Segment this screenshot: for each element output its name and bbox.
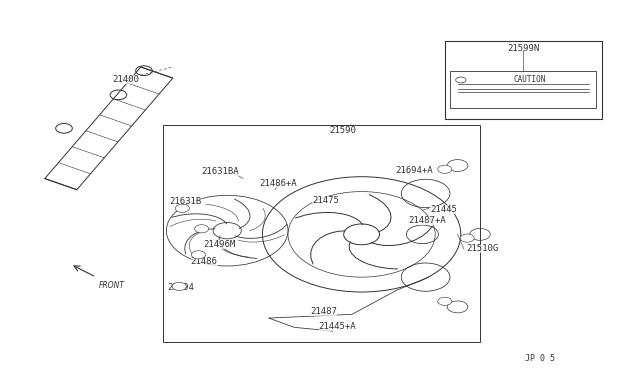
Text: FRONT: FRONT	[99, 281, 125, 290]
Text: 21510G: 21510G	[466, 244, 498, 253]
Text: 21445+A: 21445+A	[319, 322, 356, 331]
Text: 21486+A: 21486+A	[259, 179, 297, 187]
Circle shape	[175, 204, 189, 212]
Text: 21496M: 21496M	[204, 240, 236, 249]
Circle shape	[191, 251, 205, 259]
Circle shape	[460, 234, 474, 242]
Text: 21400: 21400	[112, 76, 139, 84]
Text: 21599N: 21599N	[507, 44, 540, 53]
Text: 21487+A: 21487+A	[408, 216, 446, 225]
Text: 21694+A: 21694+A	[396, 166, 433, 175]
Text: 21631BA: 21631BA	[202, 167, 239, 176]
Text: 21486: 21486	[191, 257, 218, 266]
Text: 21590: 21590	[330, 126, 356, 135]
Text: 21475: 21475	[312, 196, 339, 205]
Circle shape	[195, 225, 209, 233]
Text: CAUTION: CAUTION	[513, 76, 546, 84]
Circle shape	[438, 165, 452, 173]
Text: 21487: 21487	[310, 307, 337, 316]
Text: 21631B: 21631B	[170, 197, 202, 206]
Text: 21694: 21694	[168, 283, 195, 292]
Circle shape	[438, 297, 452, 305]
Text: JP 0 5: JP 0 5	[525, 354, 555, 363]
Text: 21445: 21445	[430, 205, 457, 214]
Circle shape	[172, 282, 186, 291]
